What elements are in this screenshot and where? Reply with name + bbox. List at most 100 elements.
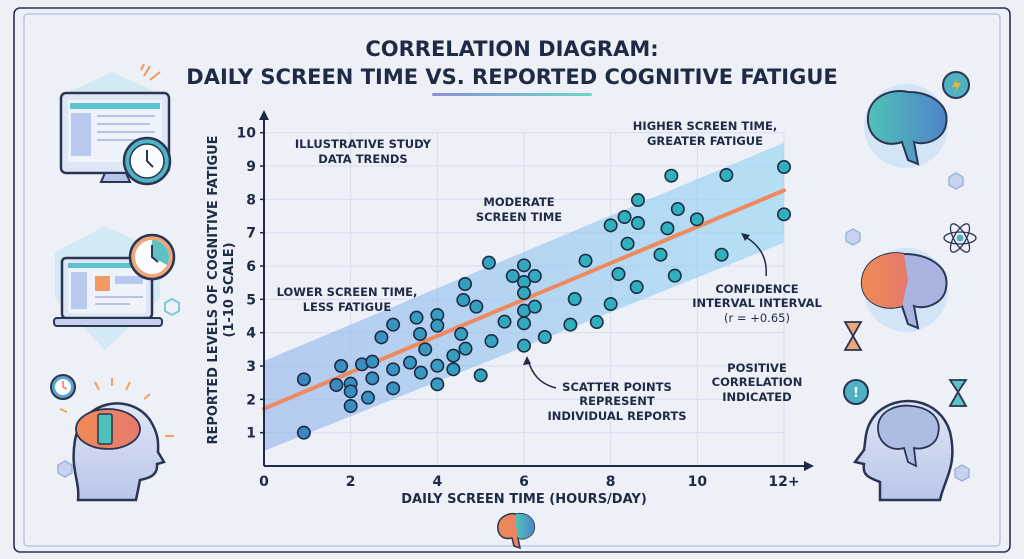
scatter-point <box>473 368 488 383</box>
scatter-point <box>620 236 635 251</box>
scatter-point <box>497 314 512 329</box>
head-brain-phone-icon <box>50 374 174 502</box>
scatter-point <box>603 297 618 312</box>
scatter-point <box>386 362 401 377</box>
scatter-point <box>589 315 604 330</box>
x-tick-label: 4 <box>432 474 442 490</box>
annotation-text: GREATER FATIGUE <box>647 134 763 148</box>
scatter-point <box>365 354 380 369</box>
scatter-point <box>469 299 484 314</box>
annotation-text: SCATTER POINTS <box>562 380 672 394</box>
scatter-point <box>454 327 469 342</box>
y-tick-label: 9 <box>246 159 256 175</box>
annotation-text: CONFIDENCE <box>715 282 798 296</box>
scatter-point <box>403 355 418 370</box>
arrow-scatter <box>527 359 557 389</box>
annotation-scatter: SCATTER POINTS REPRESENT INDIVIDUAL REPO… <box>523 356 687 423</box>
scatter-point <box>343 399 358 414</box>
scatter-point <box>409 310 424 325</box>
y-axis-label-line1: REPORTED LEVELS OF COGNITIVE FATIGUE <box>206 135 221 444</box>
scatter-point <box>329 378 344 393</box>
scatter-point <box>386 317 401 332</box>
y-tick-label: 6 <box>246 259 256 275</box>
scatter-point <box>611 267 626 282</box>
annotation-moderate: MODERATE SCREEN TIME <box>476 195 562 224</box>
scatter-point <box>413 365 428 380</box>
brain-lightning-icon <box>864 71 970 190</box>
head-brain-alert-icon: ! <box>843 379 970 502</box>
y-axis-label-line2: (1-10 SCALE) <box>222 242 237 337</box>
annotation-text: SCREEN TIME <box>476 210 562 224</box>
annotation-text: LOWER SCREEN TIME, <box>277 285 418 299</box>
y-tick-label: 4 <box>246 326 256 342</box>
scatter-point <box>670 202 685 217</box>
scatter-point <box>343 384 358 399</box>
scatter-point <box>360 390 375 405</box>
annotation-text: POSITIVE <box>727 361 787 375</box>
scatter-point <box>296 372 311 387</box>
scatter-point <box>537 330 552 345</box>
y-tick-labels: 1 2 3 4 5 6 7 8 9 10 <box>237 126 264 442</box>
scatter-point <box>412 327 427 342</box>
scatter-point <box>617 210 632 225</box>
scatter-point <box>516 286 531 301</box>
scatter-point <box>603 218 618 233</box>
scatter-point <box>629 280 644 295</box>
scatter-point <box>458 341 473 356</box>
y-tick-label: 2 <box>246 392 256 408</box>
scatter-point <box>653 247 668 262</box>
scatter-point <box>516 316 531 331</box>
y-tick-label: 1 <box>246 426 256 442</box>
y-tick-label: 3 <box>246 359 256 375</box>
scatter-point <box>334 359 349 374</box>
y-axis-arrow <box>259 110 269 120</box>
scatter-point <box>689 212 704 227</box>
y-tick-label: 7 <box>246 226 256 242</box>
annotation-text: (r = +0.65) <box>724 311 790 325</box>
y-tick-label: 8 <box>246 192 256 208</box>
annotation-text: DATA TRENDS <box>318 152 407 166</box>
scatter-point <box>516 338 531 353</box>
annotation-text: MODERATE <box>483 195 554 209</box>
scatter-point <box>374 330 389 345</box>
scatter-point <box>567 292 582 307</box>
x-tick-labels: 0 2 4 6 8 10 12+ <box>259 474 799 490</box>
scatter-point <box>505 269 520 284</box>
annotation-higher: HIGHER SCREEN TIME, GREATER FATIGUE <box>633 119 777 148</box>
brain-atom-hourglass-icon <box>843 223 977 351</box>
scatter-point <box>430 377 445 392</box>
scatter-point <box>527 269 542 284</box>
x-tick-label: 12+ <box>768 474 799 490</box>
annotation-study: ILLUSTRATIVE STUDY DATA TRENDS <box>295 137 432 166</box>
scatter-point <box>430 318 445 333</box>
scatter-point <box>714 247 729 262</box>
scatter-point <box>719 168 734 183</box>
scatter-point <box>296 425 311 440</box>
arrowhead <box>523 356 531 365</box>
scatter-point <box>481 255 496 270</box>
scatter-point <box>386 381 401 396</box>
scatter-point <box>664 168 679 183</box>
title-line2: DAILY SCREEN TIME VS. REPORTED COGNITIVE… <box>186 65 837 89</box>
scatter-points <box>296 160 791 440</box>
x-axis-label: DAILY SCREEN TIME (HOURS/DAY) <box>401 492 647 507</box>
annotation-text: LESS FATIGUE <box>303 300 392 314</box>
scatter-point <box>456 293 471 308</box>
x-tick-label: 8 <box>606 474 616 490</box>
brain-logo-icon <box>497 512 536 550</box>
annotation-text: CORRELATION <box>712 375 803 389</box>
scatter-point <box>630 193 645 208</box>
title-line1: CORRELATION DIAGRAM: <box>365 37 658 61</box>
x-tick-label: 10 <box>688 474 708 490</box>
frame-border <box>13 7 1011 553</box>
annotation-text: REPRESENT <box>579 394 655 408</box>
x-tick-label: 0 <box>259 474 269 490</box>
scatter-point <box>446 362 461 377</box>
annotation-text: INTERVAL INTERVAL <box>692 296 822 310</box>
scatter-point <box>630 216 645 231</box>
scatter-point <box>458 277 473 292</box>
scatter-point <box>446 348 461 363</box>
laptop-clock-icon <box>53 226 180 350</box>
x-tick-label: 2 <box>346 474 356 490</box>
